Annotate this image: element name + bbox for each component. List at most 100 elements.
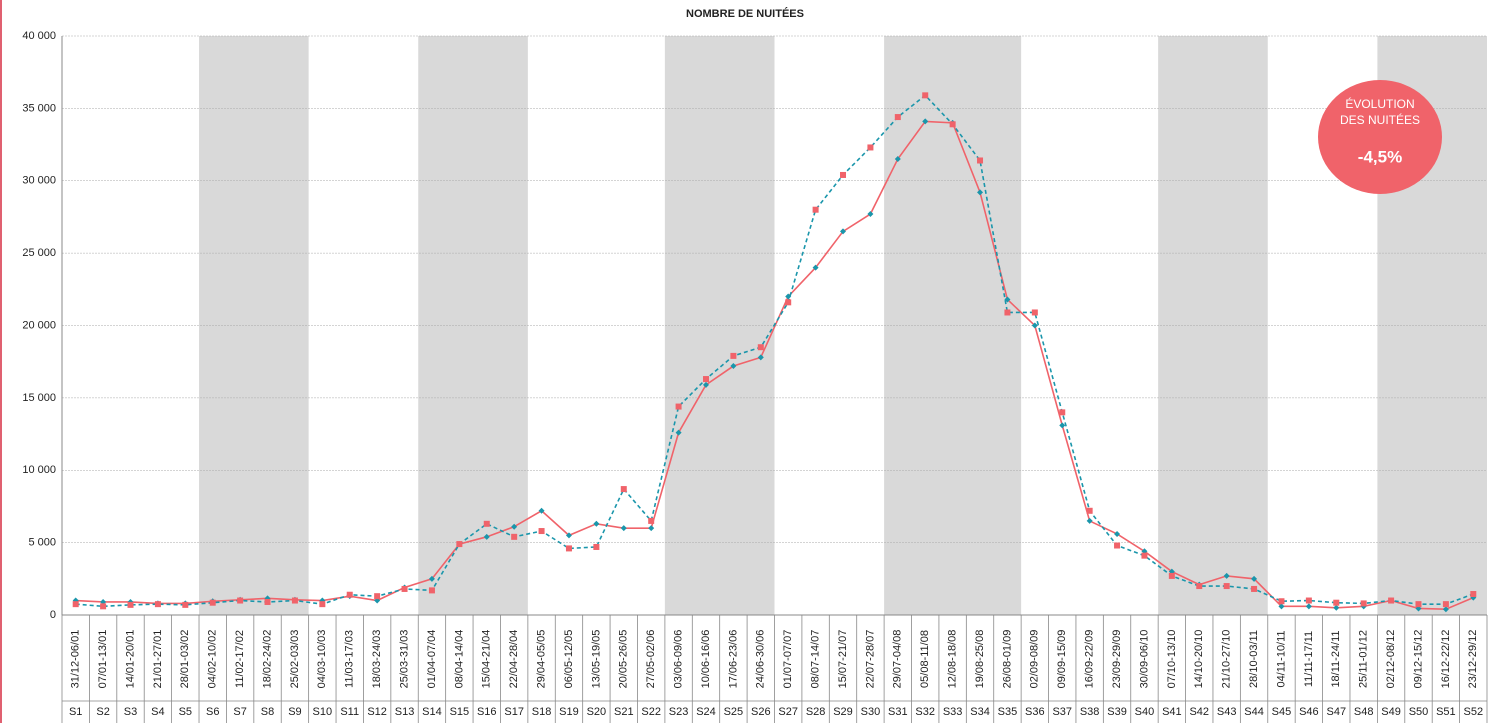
marker (702, 376, 709, 383)
week-label: S44 (1244, 706, 1264, 718)
x-tick-label: 25/11-01/12 (1358, 630, 1370, 688)
marker (538, 507, 545, 514)
x-tick-label: 12/08-18/08 (947, 630, 959, 689)
x-tick-label: 02/12-08/12 (1385, 630, 1397, 689)
x-tick-label: 29/07-04/08 (892, 630, 904, 689)
marker (1223, 583, 1230, 590)
x-tick-label: 09/09-15/09 (1056, 630, 1068, 689)
marker (1059, 422, 1066, 429)
y-tick-label: 40 000 (22, 30, 56, 42)
marker (1442, 601, 1449, 608)
marker (894, 156, 901, 163)
week-label: S52 (1464, 706, 1484, 718)
x-tick-label: 29/04-05/05 (535, 630, 547, 689)
week-label: S1 (69, 706, 82, 718)
marker (840, 171, 847, 178)
marker (1086, 517, 1093, 524)
marker (1415, 601, 1422, 608)
marker (648, 517, 655, 524)
y-tick-label: 15 000 (22, 392, 56, 404)
x-tick-label: 14/10-20/10 (1193, 630, 1205, 689)
x-tick-label: 07/10-13/10 (1166, 630, 1178, 689)
x-tick-label: 28/01-03/02 (179, 630, 191, 689)
marker (1251, 585, 1258, 592)
y-tick-label: 30 000 (22, 175, 56, 187)
week-label: S32 (915, 706, 935, 718)
week-label: S46 (1299, 706, 1319, 718)
marker (1114, 530, 1121, 537)
week-label: S29 (833, 706, 853, 718)
marker (1114, 542, 1121, 549)
x-tick-label: 21/10-27/10 (1221, 630, 1233, 689)
week-label: S42 (1189, 706, 1209, 718)
marker (730, 363, 737, 370)
x-tick-label: 03/06-09/06 (672, 630, 684, 689)
marker (1388, 597, 1395, 604)
x-tick-label: 09/12-15/12 (1412, 630, 1424, 689)
x-tick-label: 27/05-02/06 (645, 630, 657, 689)
marker (593, 543, 600, 550)
week-label: S19 (559, 706, 579, 718)
week-label: S22 (641, 706, 661, 718)
x-tick-label: 18/03-24/03 (371, 630, 383, 689)
marker (1086, 507, 1093, 514)
x-tick-label: 15/07-21/07 (837, 630, 849, 689)
week-label: S50 (1409, 706, 1429, 718)
week-label: S45 (1272, 706, 1292, 718)
y-tick-label: 20 000 (22, 319, 56, 331)
x-tick-label: 01/07-07/07 (782, 630, 794, 689)
marker (483, 520, 490, 527)
marker (237, 597, 244, 604)
marker (1168, 572, 1175, 579)
annotation-title: DES NUITÉES (1340, 112, 1420, 127)
week-label: S41 (1162, 706, 1182, 718)
marker (565, 545, 572, 552)
y-tick-label: 0 (50, 609, 56, 621)
annotation-title: ÉVOLUTION (1345, 96, 1414, 111)
x-tick-label: 08/07-14/07 (810, 630, 822, 689)
marker (1278, 603, 1285, 610)
marker (1004, 309, 1011, 316)
marker (483, 533, 490, 540)
y-tick-label: 25 000 (22, 247, 56, 259)
week-label: S2 (96, 706, 109, 718)
marker (922, 92, 929, 99)
x-tick-label: 02/09-08/09 (1029, 630, 1041, 689)
marker (620, 525, 627, 532)
marker (428, 587, 435, 594)
marker (154, 601, 161, 608)
annotation-bubble (1318, 80, 1442, 194)
y-tick-label: 5 000 (28, 537, 56, 549)
x-tick-label: 04/03-10/03 (316, 630, 328, 689)
week-label: S47 (1326, 706, 1346, 718)
marker (1305, 597, 1312, 604)
x-tick-label: 28/10-03/11 (1248, 630, 1260, 688)
marker (977, 189, 984, 196)
x-tick-label: 17/06-23/06 (727, 630, 739, 689)
x-tick-label: 13/05-19/05 (590, 630, 602, 689)
week-label: S8 (261, 706, 274, 718)
marker (757, 354, 764, 361)
x-tick-label: 23/12-29/12 (1467, 630, 1479, 689)
week-label: S16 (477, 706, 497, 718)
x-tick-label: 04/11-10/11 (1275, 630, 1287, 687)
week-label: S39 (1107, 706, 1127, 718)
y-tick-label: 10 000 (22, 464, 56, 476)
week-label: S34 (970, 706, 990, 718)
week-label: S15 (450, 706, 470, 718)
week-label: S6 (206, 706, 219, 718)
x-tick-label: 16/12-22/12 (1440, 630, 1452, 689)
marker (511, 523, 518, 530)
marker (72, 601, 79, 608)
x-tick-label: 31/12-06/01 (70, 630, 82, 689)
week-label: S7 (233, 706, 246, 718)
x-tick-label: 24/06-30/06 (755, 630, 767, 689)
marker (346, 591, 353, 598)
week-label: S25 (724, 706, 744, 718)
week-label: S51 (1436, 706, 1456, 718)
marker (894, 114, 901, 121)
x-tick-label: 30/09-06/10 (1138, 630, 1150, 689)
week-label: S12 (367, 706, 387, 718)
week-label: S38 (1080, 706, 1100, 718)
